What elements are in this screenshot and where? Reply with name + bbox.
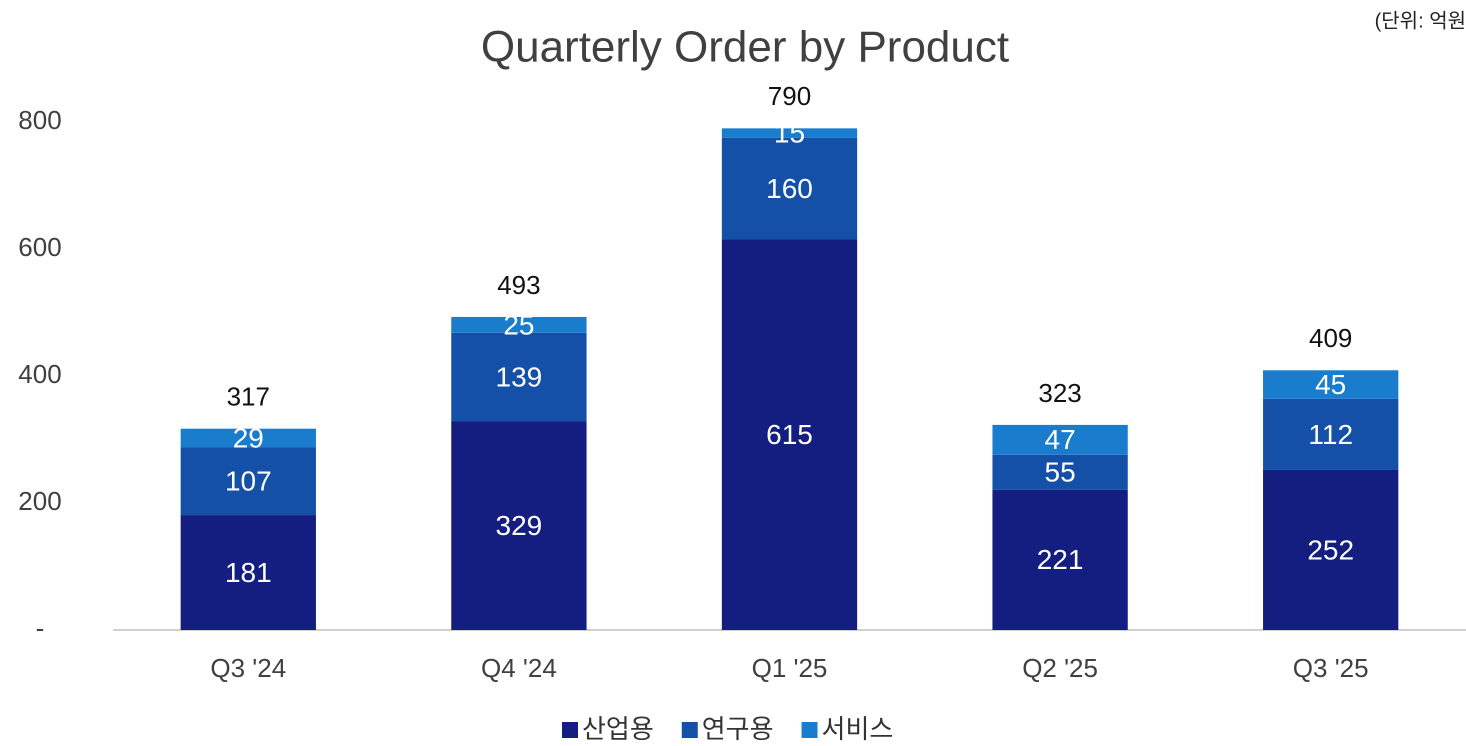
bar-segment <box>180 515 316 630</box>
legend-label: 서비스 <box>822 714 894 744</box>
total-label: 493 <box>497 270 540 300</box>
data-label: 252 <box>1307 534 1354 565</box>
x-tick-label: Q1 '25 <box>752 653 828 683</box>
y-tick-label: 200 <box>18 486 61 516</box>
data-label: 107 <box>225 465 272 496</box>
y-tick-label: 600 <box>18 232 61 262</box>
data-label: 25 <box>503 309 534 340</box>
bar-segment <box>1263 398 1399 470</box>
bar-segment <box>992 454 1128 490</box>
bar-segment <box>180 428 316 448</box>
x-tick-label: Q3 '24 <box>210 653 286 683</box>
bar-segment <box>180 447 316 516</box>
data-label: 329 <box>496 510 543 541</box>
bar-segment <box>992 489 1128 630</box>
data-label: 615 <box>766 419 813 450</box>
data-label: 45 <box>1315 369 1346 400</box>
bar-segment <box>451 332 587 422</box>
legend-swatch <box>562 722 578 738</box>
data-label: 47 <box>1045 424 1076 455</box>
y-tick-label: 800 <box>18 105 61 135</box>
data-label: 139 <box>496 361 543 392</box>
total-label: 790 <box>768 81 811 111</box>
legend-label: 연구용 <box>702 714 774 744</box>
total-label: 323 <box>1038 378 1081 408</box>
unit-note: (단위: 억원 <box>1375 9 1466 32</box>
data-label: 55 <box>1045 457 1076 488</box>
x-tick-label: Q3 '25 <box>1293 653 1369 683</box>
total-label: 409 <box>1309 323 1352 353</box>
bar-segment <box>1263 370 1399 399</box>
chart-title: Quarterly Order by Product <box>481 23 1009 72</box>
data-label: 112 <box>1308 419 1353 450</box>
data-label: 15 <box>774 118 805 149</box>
legend-swatch <box>681 722 698 738</box>
bar-segment <box>451 316 587 333</box>
bar-segment <box>451 421 587 630</box>
x-tick-label: Q4 '24 <box>481 653 557 683</box>
bar-segment <box>1263 469 1399 630</box>
y-tick-label: 400 <box>18 359 61 389</box>
bar-segment <box>721 239 858 630</box>
bar-segment <box>721 137 858 240</box>
data-label: 181 <box>225 557 272 588</box>
data-label: 29 <box>233 422 264 453</box>
bar-segment <box>992 424 1128 455</box>
data-label: 221 <box>1037 544 1084 575</box>
x-tick-label: Q2 '25 <box>1022 653 1098 683</box>
legend-swatch <box>801 722 818 738</box>
y-tick-label: - <box>36 613 45 643</box>
data-label: 160 <box>766 173 813 204</box>
bar-segment <box>721 128 858 138</box>
total-label: 317 <box>227 382 270 412</box>
legend-label: 산업용 <box>582 714 654 744</box>
